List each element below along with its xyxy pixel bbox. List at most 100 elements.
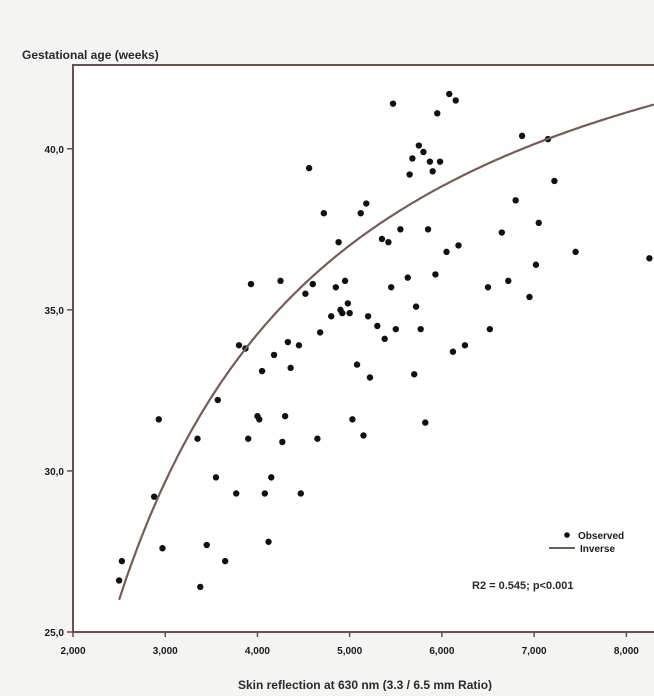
observed-point-90 (551, 177, 558, 185)
observed-point-84 (512, 197, 519, 204)
legend-observed-label: Observed (578, 531, 624, 542)
observed-point-64 (415, 142, 423, 149)
y-tick-label-3: 40,0 (45, 145, 65, 156)
observed-point-47 (360, 432, 367, 439)
observed-point-87 (532, 261, 540, 268)
plot-frame (72, 64, 654, 633)
y-tick-label-1: 30,0 (45, 467, 65, 478)
observed-point-92 (646, 255, 653, 262)
observed-point-23 (277, 277, 284, 285)
observed-point-28 (295, 342, 303, 349)
observed-point-69 (426, 158, 434, 165)
observed-point-38 (335, 238, 342, 246)
observed-point-24 (279, 438, 286, 446)
x-tick-label-5: 7,000 (522, 646, 547, 657)
observed-point-76 (449, 348, 457, 355)
observed-point-42 (344, 300, 352, 307)
observed-point-12 (235, 342, 243, 349)
observed-point-11 (233, 490, 240, 497)
y-axis-ticks: 25,0 30,0 35,0 40,0 (45, 145, 73, 639)
observed-point-8 (212, 474, 220, 481)
observed-point-0 (115, 577, 123, 584)
r-squared-annotation: R2 = 0.545; p<0.001 (472, 580, 574, 592)
observed-point-67 (422, 419, 429, 426)
observed-point-58 (397, 226, 404, 233)
legend-inverse-label: Inverse (580, 544, 615, 555)
observed-point-35 (320, 209, 328, 217)
legend: Observed Inverse (549, 531, 624, 555)
observed-point-17 (256, 416, 263, 423)
observed-point-77 (452, 97, 459, 104)
observed-point-1 (118, 557, 126, 565)
observed-point-10 (221, 557, 229, 565)
observed-point-43 (346, 309, 353, 317)
observed-point-73 (436, 158, 444, 165)
observed-point-51 (374, 322, 381, 330)
observed-point-71 (432, 271, 439, 278)
observed-point-30 (302, 290, 309, 297)
observed-point-36 (328, 313, 335, 320)
observed-point-62 (411, 371, 418, 378)
inverse-fit-line (118, 103, 654, 601)
x-tick-label-2: 4,000 (245, 646, 270, 657)
observed-point-68 (424, 226, 432, 233)
observed-point-54 (385, 238, 392, 246)
observed-point-40 (339, 309, 346, 317)
observed-point-70 (429, 168, 436, 175)
observed-point-66 (420, 148, 427, 156)
x-tick-label-1: 3,000 (153, 646, 178, 657)
observed-point-52 (378, 235, 386, 243)
observed-point-83 (505, 277, 512, 285)
observed-point-59 (404, 274, 411, 281)
observed-point-4 (159, 545, 166, 552)
y-tick-label-0: 25,0 (45, 628, 65, 639)
x-tick-label-4: 6,000 (429, 646, 454, 657)
observed-point-82 (498, 229, 506, 236)
observed-point-22 (270, 351, 278, 359)
observed-point-19 (261, 490, 269, 497)
observed-point-41 (341, 277, 349, 285)
observed-point-81 (486, 325, 494, 333)
observed-point-25 (281, 412, 289, 420)
observed-point-91 (572, 248, 579, 256)
x-tick-label-0: 2,000 (60, 646, 85, 657)
y-axis-title: Gestational age (weeks) (22, 48, 159, 62)
observed-point-7 (203, 541, 210, 549)
observed-point-60 (406, 171, 413, 178)
observed-point-3 (155, 416, 162, 423)
observed-point-21 (268, 474, 275, 481)
observed-point-27 (287, 364, 294, 372)
observed-point-49 (364, 313, 372, 320)
observed-point-72 (434, 110, 441, 117)
observed-point-78 (455, 242, 462, 249)
observed-point-63 (412, 303, 420, 310)
plot-area: 2,000 3,000 4,000 5,000 6,000 7,000 8,000 25,0… (45, 64, 654, 657)
observed-point-55 (387, 284, 395, 291)
x-tick-label-3: 5,000 (337, 646, 362, 657)
observed-point-65 (417, 325, 424, 333)
observed-point-85 (518, 132, 526, 140)
observed-point-2 (150, 493, 158, 500)
observed-point-9 (214, 396, 221, 404)
observed-point-46 (357, 209, 364, 217)
observed-point-44 (349, 416, 356, 423)
observed-point-15 (247, 280, 255, 288)
observed-point-75 (446, 90, 453, 98)
observed-point-34 (316, 329, 324, 336)
observed-point-37 (332, 284, 340, 291)
observed-point-74 (443, 248, 450, 256)
observed-point-86 (526, 293, 533, 301)
y-tick-label-2: 35,0 (45, 306, 65, 317)
legend-observed-marker (564, 532, 570, 538)
observed-point-26 (284, 338, 292, 346)
observed-point-29 (297, 490, 304, 497)
observed-point-61 (409, 155, 416, 162)
observed-point-18 (258, 367, 266, 375)
observed-point-50 (366, 374, 374, 381)
observed-point-88 (535, 219, 542, 227)
x-axis-title: Skin reflection at 630 nm (3.3 / 6.5 mm … (238, 678, 492, 691)
observed-point-5 (194, 435, 201, 442)
observed-point-48 (363, 200, 370, 207)
